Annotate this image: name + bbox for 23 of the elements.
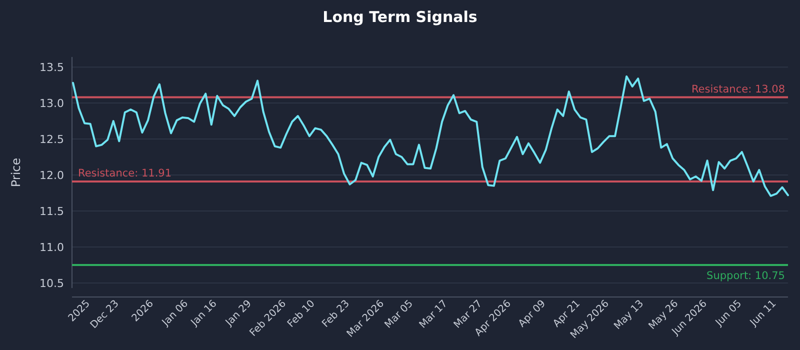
- x-tick-label: Dec 23: [88, 298, 122, 332]
- x-tick-label: Jun 05: [713, 298, 744, 330]
- x-tick-label: Jun 11: [748, 298, 779, 330]
- y-axis-title: Price: [9, 158, 23, 188]
- y-tick-label: 13.5: [40, 60, 64, 74]
- x-tick-label: Jan 29: [223, 298, 254, 329]
- y-tick-label: 11.5: [40, 204, 64, 218]
- x-tick-label: Jan 16: [188, 298, 220, 329]
- y-tick-label: 11.0: [40, 240, 64, 254]
- x-tick-label: Mar 05: [382, 298, 416, 331]
- x-tick-label: Mar 17: [418, 298, 450, 331]
- ref-line-label: Resistance: 11.91: [78, 167, 172, 180]
- ref-line-label: Resistance: 13.08: [691, 83, 785, 96]
- y-tick-label: 10.5: [40, 276, 64, 290]
- chart-title: Long Term Signals: [322, 8, 478, 26]
- y-tick-label: 13.0: [40, 96, 64, 110]
- line-series: [72, 75, 789, 197]
- x-tick-label: Feb 10: [286, 298, 318, 330]
- ref-line-label: Support: 10.75: [706, 270, 785, 282]
- y-tick-label: 12.5: [40, 132, 64, 146]
- x-tick-label: Jan 06: [160, 298, 190, 329]
- x-tick-label: Apr 09: [516, 298, 548, 330]
- y-tick-label: 12.0: [40, 168, 64, 182]
